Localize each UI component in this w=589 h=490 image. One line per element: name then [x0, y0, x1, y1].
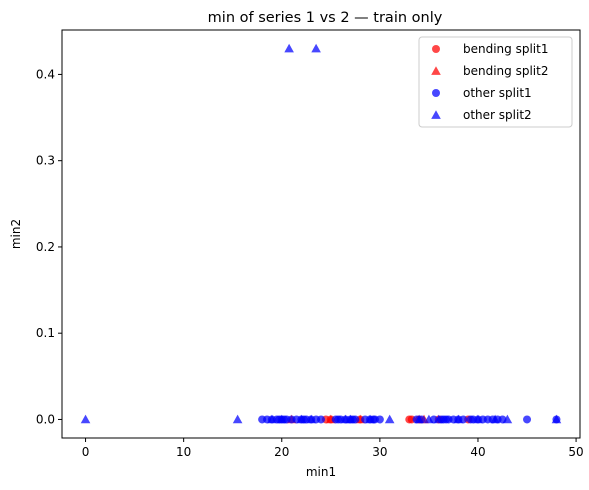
data-point-other-split2 — [267, 414, 277, 424]
data-point-other-split2 — [276, 414, 287, 424]
x-tick-label: 10 — [176, 445, 191, 459]
x-axis-ticks: 0 10 20 30 40 50 — [82, 438, 584, 459]
legend-box — [418, 36, 573, 128]
data-point-other-split1 — [317, 415, 325, 424]
data-point-other-split2 — [365, 414, 375, 424]
data-point-other-split2 — [384, 414, 395, 424]
data-point-other-split2 — [453, 414, 464, 424]
data-point-other-split2 — [284, 43, 294, 53]
chart-title: min of series 1 vs 2 — train only — [208, 10, 443, 26]
x-tick-label: 0 — [82, 445, 90, 459]
legend-label: other split1 — [463, 86, 532, 100]
data-point-other-split2 — [232, 414, 243, 424]
data-point-other-split2 — [551, 414, 562, 424]
plot-frame — [61, 29, 581, 439]
data-point-other-split2 — [424, 414, 434, 424]
y-tick-label: 0.4 — [36, 67, 55, 81]
x-tick-label: 20 — [274, 445, 289, 459]
data-point-other-split2 — [306, 414, 316, 424]
data-point-other-split2 — [502, 414, 513, 424]
x-tick-label: 30 — [372, 445, 387, 459]
y-axis-ticks: 0.0 0.1 0.2 0.3 0.4 — [36, 67, 62, 426]
x-axis-label: min1 — [306, 465, 336, 479]
data-point-other-split2 — [473, 414, 483, 424]
data-point-other-split2 — [296, 414, 307, 424]
data-point-other-split2 — [345, 414, 356, 424]
data-point-other-split2 — [490, 414, 500, 424]
legend: bending split1 bending split2 other split1… — [418, 36, 573, 128]
legend-label: bending split2 — [463, 64, 548, 78]
legend-label: other split2 — [463, 108, 532, 122]
legend-marker-bending-split1 — [432, 45, 440, 53]
data-point-other-split2 — [414, 414, 424, 424]
data-point-other-split1 — [523, 415, 532, 424]
y-tick-label: 0.0 — [36, 412, 55, 426]
x-tick-label: 40 — [470, 445, 485, 459]
x-tick-label: 50 — [568, 445, 583, 459]
data-point-other-split1 — [375, 415, 384, 424]
data-point-other-split2 — [311, 43, 321, 53]
legend-marker-other-split2 — [431, 110, 441, 119]
data-point-other-split2 — [433, 414, 444, 424]
y-tick-label: 0.1 — [36, 326, 55, 340]
legend-label: bending split1 — [463, 42, 548, 56]
data-point-other-split2 — [80, 414, 91, 424]
legend-marker-bending-split2 — [431, 66, 441, 75]
legend-marker-other-split1 — [432, 89, 440, 97]
y-axis-label: min2 — [9, 219, 23, 249]
y-tick-label: 0.2 — [36, 240, 55, 254]
data-points — [80, 43, 562, 424]
y-tick-label: 0.3 — [36, 154, 55, 168]
